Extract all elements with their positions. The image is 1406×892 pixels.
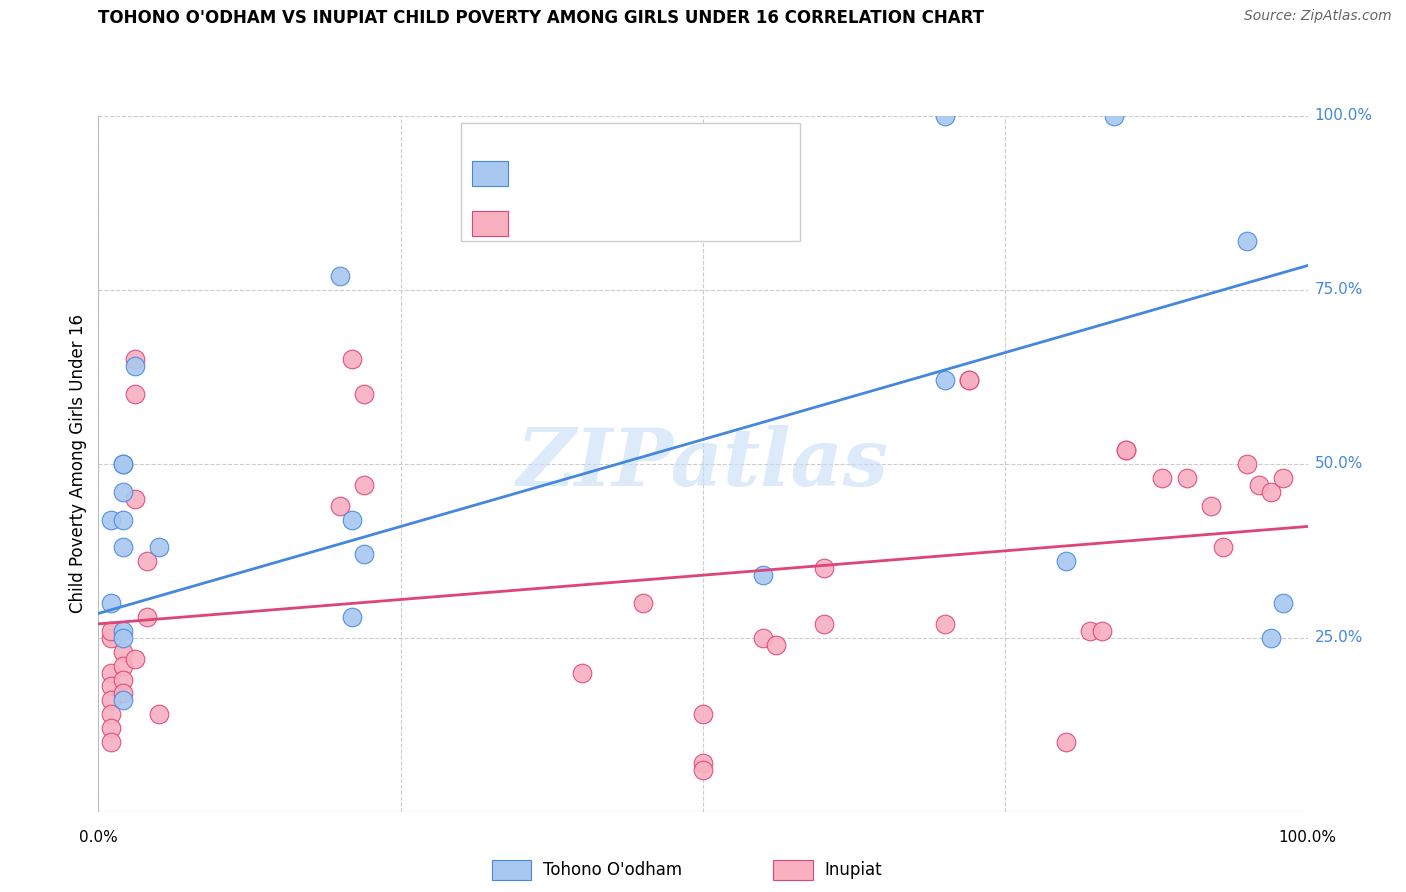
Point (1199, 499, 1222, 513)
Point (124, 352, 146, 367)
Y-axis label: Child Poverty Among Girls Under 16: Child Poverty Among Girls Under 16 (69, 314, 87, 614)
Point (1175, 471, 1198, 485)
Point (1236, 457, 1258, 471)
Point (100, 707, 122, 722)
Point (100, 512, 122, 526)
Point (111, 624, 134, 638)
Point (100, 693, 122, 707)
Point (124, 651, 146, 665)
Point (1054, 554, 1077, 568)
Point (111, 512, 134, 526)
Text: 100.0%: 100.0% (1278, 830, 1337, 845)
Point (1272, 471, 1295, 485)
Point (111, 658, 134, 673)
Point (631, 596, 654, 610)
Point (1249, 477, 1271, 491)
Point (353, 387, 375, 401)
Point (111, 484, 134, 499)
Point (111, 457, 134, 471)
Text: R = 0.205: R = 0.205 (516, 214, 614, 233)
Point (111, 673, 134, 687)
Point (752, 568, 775, 582)
Point (111, 541, 134, 555)
Point (1054, 735, 1077, 749)
Point (111, 645, 134, 659)
Point (1115, 442, 1137, 457)
Text: 0.0%: 0.0% (79, 830, 118, 845)
Point (100, 665, 122, 680)
Point (342, 610, 364, 624)
Text: TOHONO O'ODHAM VS INUPIAT CHILD POVERTY AMONG GIRLS UNDER 16 CORRELATION CHART: TOHONO O'ODHAM VS INUPIAT CHILD POVERTY … (98, 9, 984, 27)
Text: 75.0%: 75.0% (1315, 283, 1362, 297)
Text: ZIPatlas: ZIPatlas (517, 425, 889, 502)
Point (353, 477, 375, 491)
Point (100, 680, 122, 694)
Point (111, 631, 134, 645)
Point (148, 707, 170, 722)
Point (1152, 471, 1174, 485)
Point (124, 359, 146, 374)
Point (934, 109, 956, 123)
Point (342, 512, 364, 526)
Text: 50.0%: 50.0% (1315, 457, 1362, 471)
Text: 25.0%: 25.0% (1315, 631, 1362, 645)
Point (1212, 541, 1234, 555)
Point (100, 596, 122, 610)
Point (329, 268, 352, 283)
Text: Tohono O'odham: Tohono O'odham (543, 861, 682, 879)
Text: Inupiat: Inupiat (824, 861, 882, 879)
Point (124, 491, 146, 506)
Point (692, 756, 714, 770)
Point (1260, 631, 1282, 645)
Text: 100.0%: 100.0% (1315, 109, 1372, 123)
Point (100, 631, 122, 645)
Point (1236, 234, 1258, 248)
Point (111, 457, 134, 471)
Point (124, 387, 146, 401)
Point (342, 352, 364, 367)
Text: N = 48: N = 48 (620, 214, 688, 233)
Point (1260, 484, 1282, 499)
Point (135, 610, 157, 624)
Point (934, 373, 956, 387)
Point (135, 554, 157, 568)
Point (934, 616, 956, 631)
Point (148, 541, 170, 555)
Point (1102, 109, 1125, 123)
Text: Source: ZipAtlas.com: Source: ZipAtlas.com (1244, 9, 1392, 23)
Point (692, 763, 714, 777)
Point (813, 616, 835, 631)
Point (571, 665, 593, 680)
Point (1115, 442, 1137, 457)
Point (100, 624, 122, 638)
Text: R = 0.554: R = 0.554 (516, 165, 614, 183)
Point (765, 638, 787, 652)
Point (353, 547, 375, 561)
Point (1078, 624, 1101, 638)
Point (752, 631, 775, 645)
Point (692, 707, 714, 722)
Point (100, 721, 122, 735)
Point (329, 499, 352, 513)
Point (1091, 624, 1114, 638)
Point (100, 735, 122, 749)
Text: N = 24: N = 24 (620, 165, 688, 183)
Point (1272, 596, 1295, 610)
Point (111, 686, 134, 700)
Point (813, 561, 835, 575)
Point (957, 373, 980, 387)
Point (111, 693, 134, 707)
Point (957, 373, 980, 387)
